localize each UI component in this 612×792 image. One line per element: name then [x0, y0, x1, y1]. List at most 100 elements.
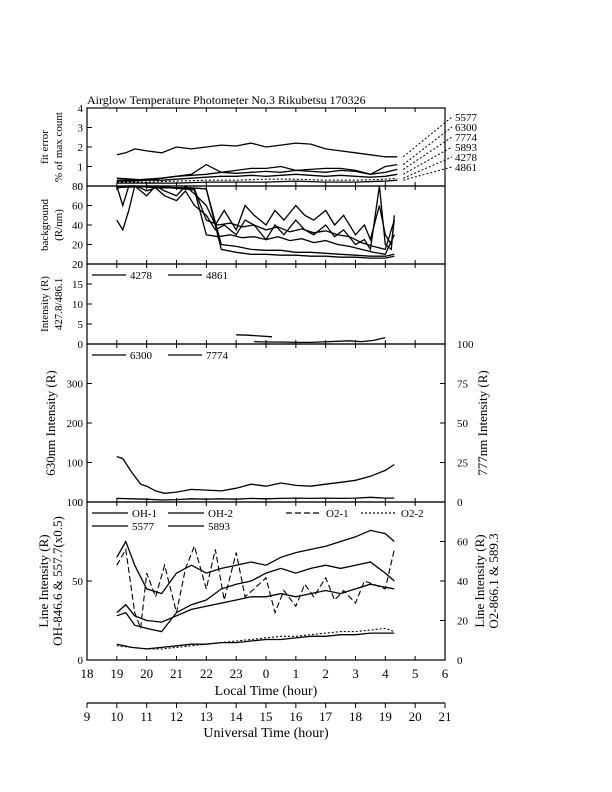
local-time-tick-label: 6 — [442, 666, 449, 681]
y-tick-label: 0 — [78, 497, 84, 509]
callout-leader-5577 — [402, 116, 453, 158]
local-time-tick-label: 4 — [382, 666, 389, 681]
callout-label-5893: 5893 — [455, 142, 478, 154]
series-line-4278 — [116, 185, 395, 257]
y-tick-label-right: 0 — [457, 655, 463, 667]
y-tick-label: 10 — [72, 299, 84, 311]
y-tick-label: 300 — [67, 379, 84, 391]
y-axis-label: 427.8/486.1 — [53, 278, 65, 331]
legend-label-4278: 4278 — [130, 270, 153, 282]
y-tick-label: 0 — [78, 655, 84, 667]
y-tick-label-right: 75 — [457, 379, 469, 391]
series-line-6300 — [116, 185, 395, 247]
y-tick-label: 15 — [72, 279, 84, 291]
local-time-tick-label: 21 — [170, 666, 183, 681]
series-line-o2-1 — [116, 544, 395, 629]
ut-tick-label: 14 — [230, 709, 244, 724]
series-line-7774 — [116, 185, 395, 251]
legend-label-oh-1: OH-1 — [132, 508, 157, 520]
callout-label-4861: 4861 — [455, 162, 477, 174]
y-axis-label: fit error — [39, 130, 51, 164]
series-line-6300 — [116, 455, 395, 494]
time-axes: Local Time (hour) Universal Time (hour) … — [81, 666, 452, 741]
legend-label-o2-2: O2-2 — [401, 508, 424, 520]
y-tick-label: 2 — [78, 142, 84, 154]
ut-tick-label: 16 — [289, 709, 303, 724]
ut-tick-label: 17 — [319, 709, 333, 724]
y-tick-label-right: 100 — [457, 339, 474, 351]
local-time-tick-label: 18 — [81, 666, 94, 681]
local-time-axis-label: Local Time (hour) — [215, 684, 318, 699]
y-axis-label: OH-846.6 & 557.7(x0.5) — [50, 516, 65, 646]
y-tick-label: 100 — [67, 497, 84, 509]
series-line-5893 — [116, 173, 398, 182]
y-tick-label: 20 — [72, 240, 84, 252]
legend-label-4861: 4861 — [206, 270, 228, 282]
y-tick-label-right: 50 — [457, 418, 469, 430]
series-line-7774 — [116, 168, 398, 181]
series-line-4861 — [254, 336, 386, 344]
series-line-4278 — [116, 177, 398, 183]
y-axis-label: (R/nm) — [53, 209, 65, 241]
legend-label-6300: 6300 — [130, 350, 153, 362]
local-time-tick-label: 23 — [230, 666, 243, 681]
callout-leader-4278 — [403, 156, 453, 179]
ut-tick-label: 13 — [200, 709, 213, 724]
series-line-5577 — [116, 185, 395, 252]
ut-tick-label: 15 — [260, 709, 273, 724]
series-line-oh-1 — [116, 561, 395, 633]
y-tick-label: 80 — [72, 181, 84, 193]
series-line-7774 — [116, 496, 395, 501]
local-time-tick-label: 1 — [293, 666, 300, 681]
callout-leader-5893 — [402, 146, 453, 175]
ut-tick-label: 11 — [140, 709, 153, 724]
y-tick-label: 40 — [72, 220, 84, 232]
y-tick-label: 200 — [67, 418, 84, 430]
callout-leader-7774 — [402, 136, 453, 170]
chart-title: Airglow Temperature Photometer No.3 Riku… — [87, 93, 366, 107]
callout-label-5577: 5577 — [455, 112, 478, 124]
ut-tick-label: 21 — [439, 709, 452, 724]
y-tick-label: 20 — [72, 259, 84, 271]
y-tick-label: 100 — [67, 458, 84, 470]
y-tick-label: 4 — [78, 103, 84, 115]
legend-label-5893: 5893 — [208, 521, 231, 533]
y-tick-label: 0 — [78, 339, 84, 351]
y-axis-label-right: 777nm Intensity (R) — [475, 370, 490, 475]
series-line-4278 — [236, 334, 273, 338]
y-tick-label-right: 40 — [457, 576, 469, 588]
y-axis-label: 630nm Intensity (R) — [43, 370, 58, 475]
y-tick-label: 0 — [78, 181, 84, 193]
series-line-5893 — [116, 632, 395, 650]
series-line-5893 — [116, 185, 395, 256]
y-axis-label: Line Intensity (R) — [36, 534, 51, 627]
series-line-o2-2 — [116, 627, 395, 650]
y-tick-label-right: 0 — [457, 497, 463, 509]
y-axis-label: background — [39, 199, 51, 251]
local-time-tick-label: 19 — [110, 666, 123, 681]
y-tick-label: 1 — [78, 162, 84, 174]
ut-tick-label: 19 — [379, 709, 392, 724]
legend-label-5577: 5577 — [132, 521, 155, 533]
ut-tick-label: 20 — [409, 709, 422, 724]
local-time-tick-label: 2 — [322, 666, 329, 681]
y-tick-label: 60 — [72, 201, 84, 213]
callout-label-4278: 4278 — [455, 152, 478, 164]
y-tick-label: 0 — [78, 259, 84, 271]
callout-label-6300: 6300 — [455, 122, 478, 134]
y-axis-label-right: Line Intensity (R) — [472, 534, 487, 627]
series-line-4861 — [116, 179, 398, 184]
legend-label-o2-1: O2-1 — [326, 508, 349, 520]
ut-axis-label: Universal Time (hour) — [203, 726, 329, 741]
series-line-4861 — [116, 185, 395, 259]
local-time-tick-label: 3 — [352, 666, 359, 681]
series-line-oh-2 — [116, 529, 395, 595]
legend-label-oh-2: OH-2 — [208, 508, 233, 520]
local-time-tick-label: 5 — [412, 666, 419, 681]
ut-tick-label: 9 — [84, 709, 91, 724]
